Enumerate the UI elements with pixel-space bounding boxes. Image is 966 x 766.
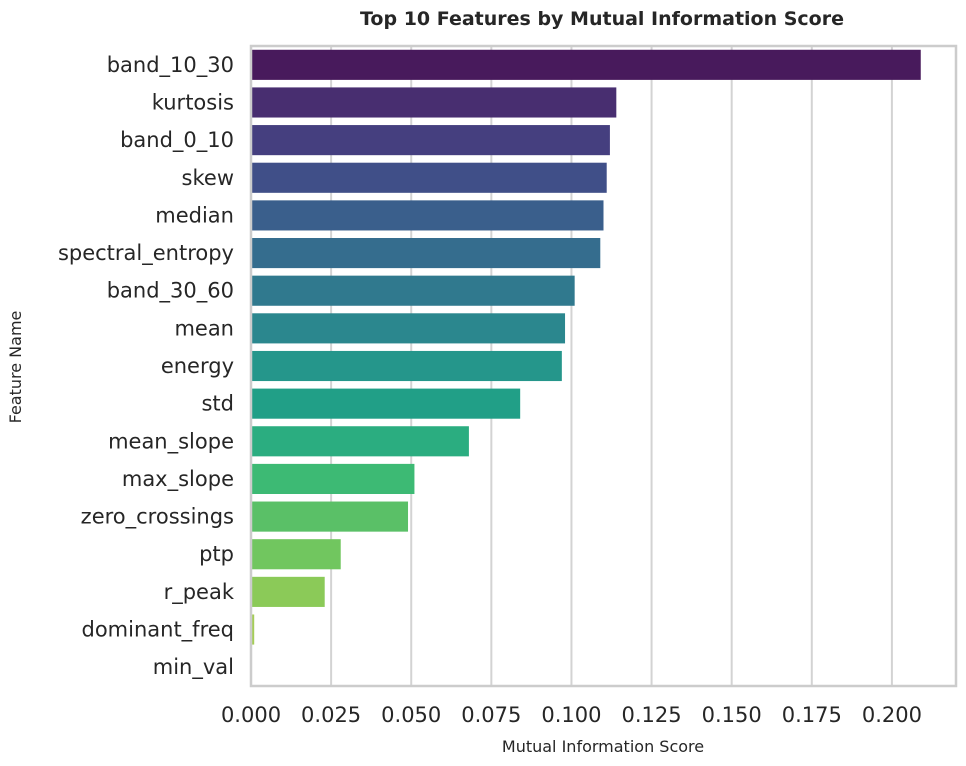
y-tick-label: zero_crossings xyxy=(81,505,234,530)
x-tick-labels: 0.000 0.025 0.050 0.075 0.100 0.125 0.150 0.175… xyxy=(221,703,922,727)
y-tick-label: band_10_30 xyxy=(107,53,234,78)
bar xyxy=(251,388,521,419)
x-tick-label: 0.000 xyxy=(221,703,281,727)
bar xyxy=(251,87,617,118)
y-tick-label: skew xyxy=(182,166,234,190)
bar xyxy=(251,313,566,344)
bar xyxy=(251,350,562,382)
y-tick-label: median xyxy=(155,203,234,227)
y-tick-label: mean xyxy=(174,316,234,340)
bar xyxy=(251,426,469,457)
y-tick-label: max_slope xyxy=(122,467,234,492)
x-tick-label: 0.025 xyxy=(301,703,361,727)
bars xyxy=(251,49,921,645)
x-tick-label: 0.150 xyxy=(702,703,762,727)
x-tick-label: 0.075 xyxy=(461,703,521,727)
x-axis-label: Mutual Information Score xyxy=(502,737,704,756)
y-tick-label: band_30_60 xyxy=(107,279,234,304)
y-tick-label: kurtosis xyxy=(152,90,234,114)
bar xyxy=(251,49,921,80)
plot-frame xyxy=(249,44,958,688)
bar xyxy=(251,501,409,532)
y-tick-label: r_peak xyxy=(164,580,235,605)
bar xyxy=(251,238,601,269)
x-tick-label: 0.050 xyxy=(381,703,441,727)
bar xyxy=(251,576,325,607)
x-tick-label: 0.175 xyxy=(782,703,842,727)
x-tick-label: 0.200 xyxy=(862,703,922,727)
y-tick-label: std xyxy=(201,392,234,416)
bar xyxy=(251,614,255,645)
y-tick-label: spectral_entropy xyxy=(58,241,234,266)
bar xyxy=(251,539,341,570)
x-tick-label: 0.100 xyxy=(541,703,601,727)
bar xyxy=(251,275,575,306)
chart-title: Top 10 Features by Mutual Information Sc… xyxy=(360,8,844,30)
y-tick-label: dominant_freq xyxy=(81,618,234,643)
bar xyxy=(251,200,604,231)
bar xyxy=(251,463,415,494)
y-tick-label: min_val xyxy=(153,655,234,680)
y-axis-label: Feature Name xyxy=(6,311,25,424)
bar xyxy=(251,162,607,193)
bar xyxy=(251,125,610,156)
y-tick-label: band_0_10 xyxy=(120,128,234,153)
y-tick-label: ptp xyxy=(199,542,234,566)
y-tick-label: mean_slope xyxy=(108,429,234,454)
x-tick-label: 0.125 xyxy=(622,703,682,727)
y-tick-label: energy xyxy=(161,354,234,378)
